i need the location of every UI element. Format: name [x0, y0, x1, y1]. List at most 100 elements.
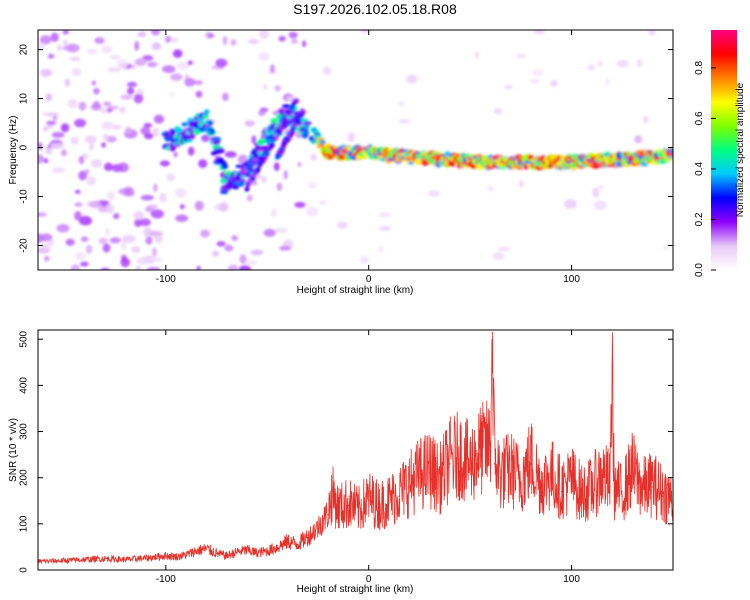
- snr-panel: -100 0 100 0 100 200 300 400 500 Height of strai…: [8, 329, 674, 595]
- snr-point: [621, 495, 623, 497]
- snr-point: [491, 331, 494, 333]
- snr-point: [479, 454, 481, 456]
- snr-point: [560, 490, 563, 493]
- colorbar-tick-label: 0.2: [694, 212, 705, 226]
- snr-point: [540, 486, 542, 488]
- spectrogram-ytick-label: 0: [19, 144, 30, 150]
- snr-xtick-label: 0: [366, 574, 372, 585]
- snr-frame: [37, 329, 674, 571]
- snr-ytick-label: 300: [19, 423, 30, 440]
- snr-point: [388, 502, 390, 504]
- snr-ytick-label: 500: [19, 330, 30, 347]
- spectrogram-ytick-label: -10: [19, 189, 30, 204]
- spectrogram-ytick-label: 10: [19, 93, 30, 105]
- spectrogram-xtick-label: 100: [563, 274, 580, 285]
- snr-point: [327, 514, 329, 516]
- spectrogram-xtick-label: 0: [366, 274, 372, 285]
- snr-point: [63, 560, 65, 562]
- snr-point: [609, 486, 611, 488]
- snr-ytick-label: 200: [19, 469, 30, 486]
- spectrogram-ytick-label: -20: [19, 238, 30, 253]
- snr-point: [613, 490, 615, 493]
- colorbar-tick-label: 0.0: [694, 263, 705, 277]
- spectrogram-x-label: Height of straight line (km): [297, 285, 414, 296]
- snr-point: [297, 544, 299, 546]
- snr-point: [499, 477, 502, 479]
- snr-point: [398, 495, 400, 497]
- snr-y-label: SNR (10 * v/v): [8, 418, 19, 482]
- snr-point: [215, 553, 218, 555]
- figure-title: S197.2026.102.05.18.R08: [293, 1, 457, 17]
- snr-point: [631, 472, 634, 474]
- snr-point: [236, 551, 238, 554]
- snr-point: [449, 463, 451, 465]
- snr-point: [550, 477, 552, 479]
- colorbar-gradient: [711, 30, 737, 270]
- spectrogram-ytick-label: 20: [19, 44, 30, 56]
- snr-point: [357, 511, 360, 513]
- snr-point: [185, 554, 187, 556]
- snr-point: [418, 477, 421, 479]
- snr-point: [246, 550, 248, 552]
- snr-point: [307, 537, 309, 539]
- snr-point: [175, 556, 177, 558]
- snr-point: [493, 463, 496, 465]
- snr-ytick-label: 100: [19, 515, 30, 532]
- snr-point: [165, 555, 167, 557]
- snr-point: [641, 490, 644, 493]
- colorbar-tick-label: 0.4: [694, 162, 705, 176]
- snr-point: [205, 548, 207, 550]
- snr-point: [256, 552, 258, 554]
- spectrogram-y-label: Frequency (Hz): [8, 116, 19, 185]
- snr-point: [520, 481, 522, 483]
- snr-point: [276, 547, 278, 549]
- snr-point: [104, 558, 106, 560]
- snr-point: [144, 557, 147, 560]
- snr-xtick-label: 100: [563, 574, 580, 585]
- colorbar: 0.0 0.2 0.4 0.6 0.8 Normalized spectral ampl…: [694, 30, 746, 277]
- snr-point: [84, 559, 86, 561]
- snr-point: [611, 366, 613, 368]
- snr-point: [317, 527, 319, 530]
- spectrogram-frame: [37, 29, 674, 271]
- snr-ticks: -100 0 100 0 100 200 300 400 500: [19, 330, 673, 585]
- snr-point: [266, 550, 268, 553]
- snr-background: [38, 330, 673, 570]
- snr-point: [378, 507, 380, 509]
- snr-point: [459, 458, 461, 460]
- snr-point: [408, 486, 410, 488]
- snr-point: [286, 541, 289, 543]
- spectrogram-heatmap: [38, 30, 673, 270]
- snr-point: [489, 449, 492, 451]
- colorbar-tick-label: 0.6: [694, 111, 705, 125]
- colorbar-tick-label: 0.8: [694, 61, 705, 75]
- snr-point: [226, 555, 228, 557]
- snr-point: [439, 481, 441, 483]
- colorbar-ticks: 0.0 0.2 0.4 0.6 0.8: [694, 61, 716, 277]
- snr-x-label: Height of straight line (km): [297, 584, 414, 595]
- snr-point: [368, 500, 370, 502]
- snr-point: [601, 477, 603, 479]
- snr-point: [591, 490, 593, 493]
- snr-point: [469, 467, 471, 470]
- snr-noise-detail: [38, 332, 673, 565]
- snr-point: [195, 550, 197, 553]
- snr-point: [347, 504, 349, 506]
- snr-point: [337, 509, 339, 511]
- snr-point: [581, 495, 583, 497]
- snr-point: [530, 463, 532, 465]
- snr-point: [124, 559, 126, 561]
- snr-point: [510, 472, 512, 474]
- snr-xtick-label: -100: [156, 574, 176, 585]
- snr-ytick-label: 400: [19, 377, 30, 394]
- snr-point: [331, 495, 333, 497]
- snr-ytick-label: 0: [19, 567, 30, 573]
- snr-points: [38, 331, 673, 563]
- snr-point: [662, 495, 664, 497]
- snr-point: [652, 486, 654, 488]
- spectrogram-xtick-label: -100: [156, 274, 176, 285]
- colorbar-label: Normalized spectral amplitude: [735, 82, 746, 217]
